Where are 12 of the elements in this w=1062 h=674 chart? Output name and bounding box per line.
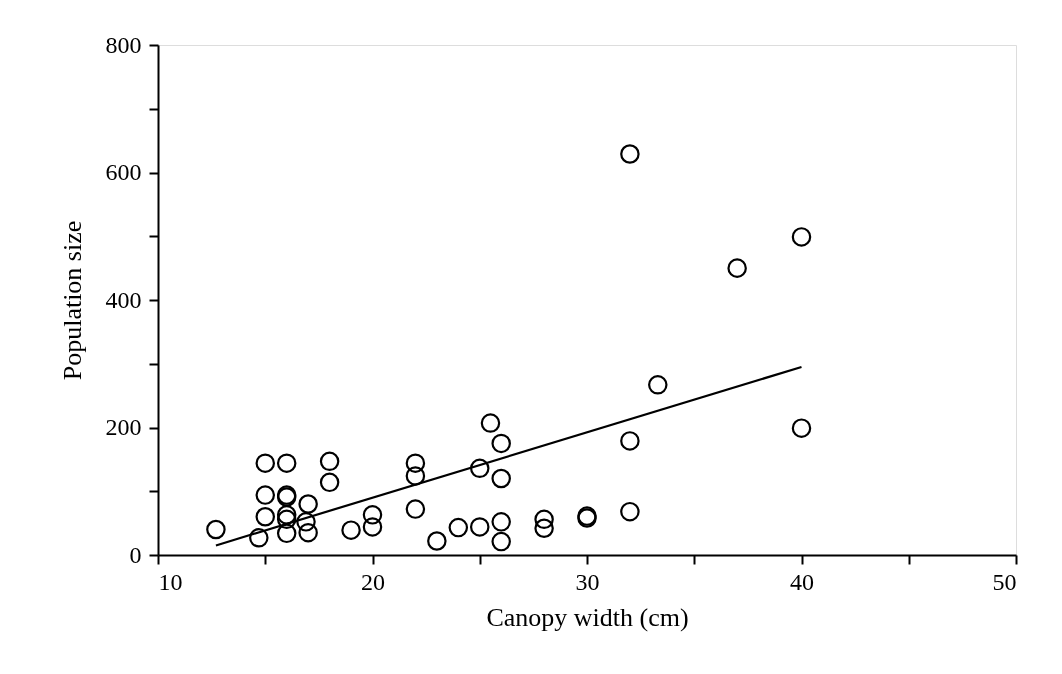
y-axis-title: Population size bbox=[57, 220, 87, 381]
y-tick-label: 200 bbox=[105, 414, 142, 440]
x-tick-label: 20 bbox=[361, 568, 385, 595]
y-tick-label: 0 bbox=[129, 541, 142, 568]
y-tick-label: 400 bbox=[105, 286, 142, 313]
x-tick-label: 40 bbox=[790, 568, 814, 595]
y-tick-label: 600 bbox=[105, 159, 142, 185]
x-axis-title: Canopy width (cm) bbox=[486, 602, 689, 632]
x-tick-label: 50 bbox=[992, 568, 1017, 595]
x-tick-label: 30 bbox=[575, 568, 600, 595]
y-tick-label: 800 bbox=[105, 31, 142, 58]
x-tick-label: 10 bbox=[158, 568, 183, 595]
